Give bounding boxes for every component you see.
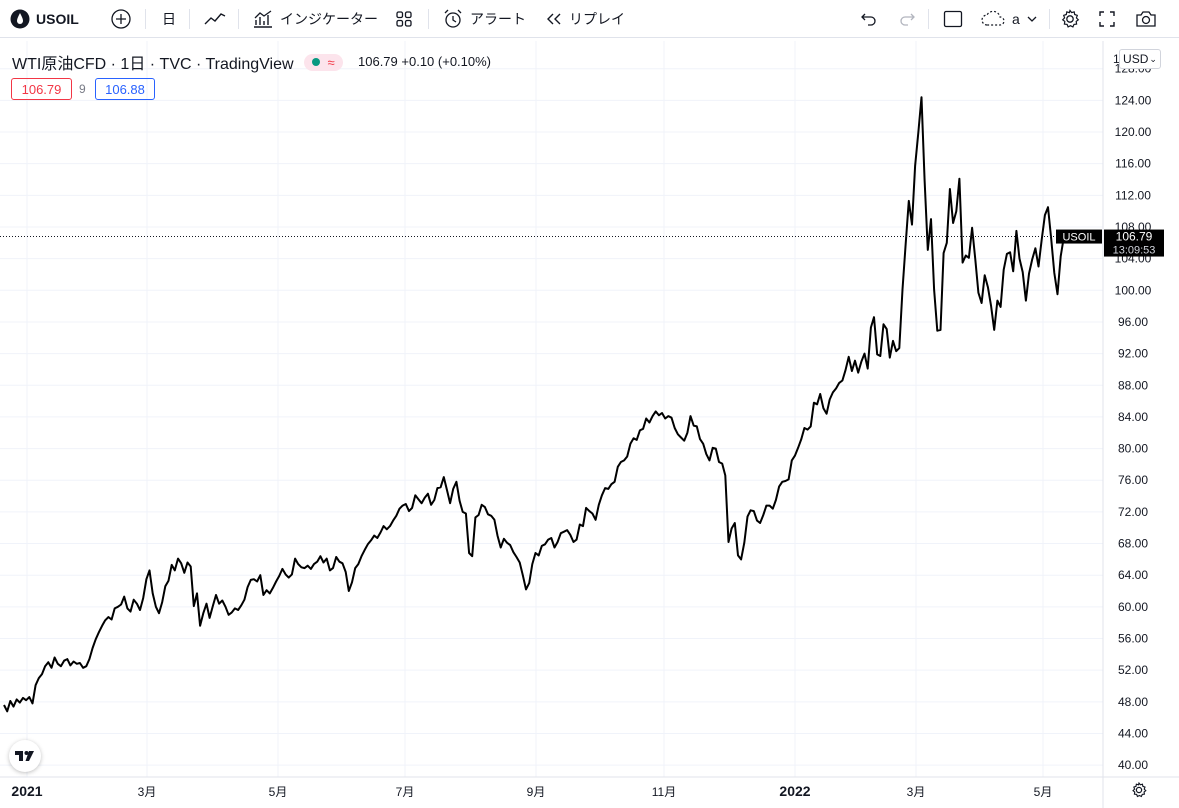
y-tick-label: 60.00 [1118,600,1148,614]
x-tick-label: 11月 [652,785,676,799]
alert-label: アラート [470,11,526,27]
ask-price: 106.88 [105,81,145,97]
y-tick-label: 76.00 [1118,473,1148,487]
snapshot-button[interactable] [1134,0,1158,38]
replay-button[interactable]: リプレイ [545,0,625,38]
price-tag-countdown: 13:09:53 [1113,245,1156,257]
indicators-button[interactable]: インジケーター [252,0,378,38]
bid-box[interactable]: 106.79 [11,78,72,100]
bid-price: 106.79 [21,81,62,97]
interval-label: 日 [162,11,176,27]
price-tag-value: 106.79 [1116,230,1153,244]
square-layout-icon [943,10,963,28]
plot-area [0,41,1103,777]
x-tick-label: 7月 [396,785,415,799]
y-tick-label: 112.00 [1115,188,1151,202]
line-chart-icon [204,13,226,25]
y-tick-label: 120.00 [1115,125,1152,139]
x-tick-label: 5月 [1034,785,1053,799]
legend-title-row: WTI原油CFD · 1日 · TVC · TradingView ≈ [12,50,343,74]
undo-icon [861,13,876,26]
chevron-down-icon [1027,16,1037,22]
y-tick-label: 64.00 [1118,568,1148,582]
y-tick-label: 116.00 [1115,157,1151,171]
y-tick-label: 124.00 [1115,93,1152,107]
y-tick-label: 40.00 [1118,758,1148,772]
rewind-icon [547,13,561,25]
y-tick-label: 96.00 [1118,315,1148,329]
oil-drop-icon [10,9,30,29]
redo-icon [900,13,915,26]
series-line [3,96,1068,713]
wave-icon: ≈ [327,54,335,70]
indicators-icon [254,10,272,28]
currency-label: USD [1123,52,1149,66]
fullscreen-button[interactable] [1097,0,1117,38]
grid-icon [396,11,412,27]
top-toolbar: USOIL 日 インジケーター [0,0,1179,38]
indicators-label: インジケーター [280,11,378,27]
y-tick-label: 44.00 [1118,726,1148,740]
redo-button[interactable] [897,0,917,38]
alarm-clock-icon [444,9,462,28]
truncated-price-label: 1 [1113,52,1120,66]
axes: 128.00124.00120.00116.00112.00108.00104.… [0,41,1179,808]
axis-settings-button[interactable] [1130,781,1148,804]
chart-grid [0,41,1103,777]
x-tick-label: 2021 [11,783,42,799]
symbol-search-button[interactable]: USOIL [10,0,79,38]
market-status-pill[interactable]: ≈ [303,53,343,71]
x-tick-label: 9月 [527,785,546,799]
fullscreen-icon [1099,11,1115,27]
y-tick-label: 88.00 [1118,378,1148,392]
x-tick-label: 5月 [269,785,288,799]
y-tick-label: 52.00 [1118,663,1148,677]
alert-button[interactable]: アラート [442,0,526,38]
legend-last-price: 106.79 [358,54,398,69]
compare-symbol-button[interactable] [110,0,132,38]
tradingview-logo[interactable] [9,740,41,772]
gear-icon [1061,9,1080,28]
tv-logo-icon [15,751,34,761]
legend-title[interactable]: WTI原油CFD · 1日 · TVC · TradingView [12,56,294,73]
chart-style-button[interactable] [203,0,227,38]
spread-value: 9 [79,82,86,96]
layout-name: a [1012,11,1020,27]
symbol-label: USOIL [36,11,79,27]
y-tick-label: 80.00 [1118,442,1148,456]
symbol-tag-label: USOIL [1062,232,1095,244]
replay-label: リプレイ [569,11,625,27]
interval-button[interactable]: 日 [162,0,176,38]
price-tag [1104,229,1164,257]
layout-select-button[interactable] [942,0,964,38]
y-tick-label: 48.00 [1118,695,1148,709]
legend-change: +0.10 (+0.10%) [401,54,492,69]
templates-button[interactable] [394,0,414,38]
y-tick-label: 68.00 [1118,537,1148,551]
ask-box[interactable]: 106.88 [95,78,155,100]
market-open-dot [311,58,320,66]
save-layout-button[interactable]: a [980,0,1038,38]
settings-button[interactable] [1059,0,1081,38]
currency-button[interactable]: USD ⌄ [1119,49,1161,69]
y-tick-label: 72.00 [1118,505,1148,519]
plus-circle-icon [111,9,131,29]
x-tick-label: 2022 [779,783,810,799]
gear-icon [1132,781,1147,798]
y-tick-label: 84.00 [1118,410,1148,424]
y-tick-label: 100.00 [1115,283,1152,297]
series-layer [3,96,1068,713]
x-tick-label: 3月 [907,785,926,799]
undo-button[interactable] [859,0,879,38]
legend-values: 106.79 +0.10 (+0.10%) [358,54,491,69]
chevron-down-icon: ⌄ [1149,53,1157,64]
y-tick-label: 56.00 [1118,632,1148,646]
x-tick-label: 3月 [138,785,157,799]
symbol-tag [1056,229,1102,244]
y-tick-label: 92.00 [1118,347,1148,361]
camera-icon [1136,11,1156,27]
